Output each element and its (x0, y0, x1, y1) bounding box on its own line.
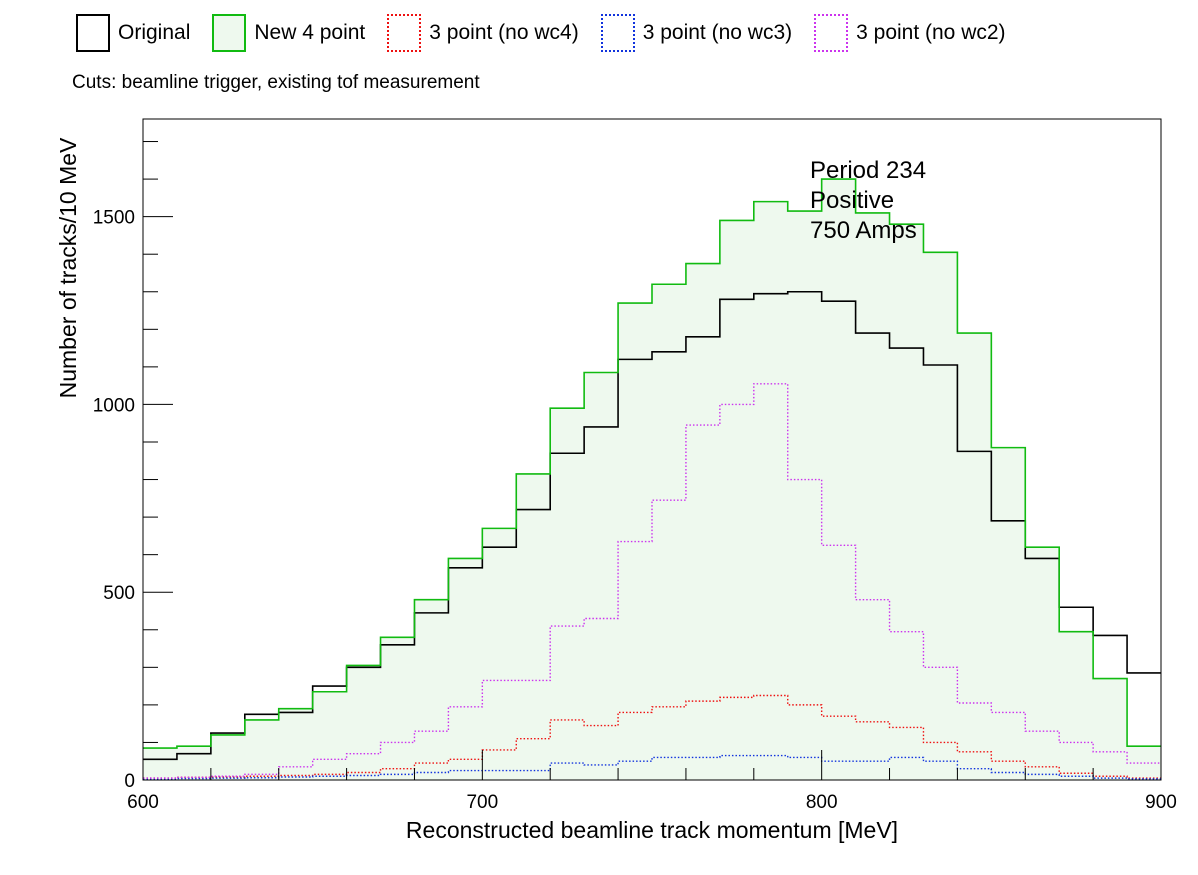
legend-swatch-no-wc3 (600, 14, 635, 52)
x-tick-label: 600 (127, 792, 159, 813)
x-tick-label: 800 (806, 792, 838, 813)
series-line-4 (143, 383, 1161, 779)
x-tick-label: 900 (1145, 792, 1177, 813)
y-tick-label: 1500 (93, 208, 135, 229)
series-fills (143, 179, 1161, 780)
annotation-line-3: 750 Amps (810, 217, 917, 244)
legend-label-no-wc3: 3 point (no wc3) (642, 21, 793, 44)
legend-swatch-no-wc4 (387, 14, 422, 52)
legend-swatch-no-wc2 (814, 14, 849, 52)
y-tick-label: 0 (124, 771, 135, 792)
annotation-line-1: Period 234 (810, 157, 926, 184)
legend-item-no-wc3: 3 point (no wc3) (600, 14, 793, 52)
x-axis-label: Reconstructed beamline track momentum [M… (406, 817, 898, 843)
legend-label-no-wc4: 3 point (no wc4) (429, 21, 579, 44)
axis-ticks: 600 700 800 900 0 500 1000 1500 (93, 141, 1177, 813)
series-fill-1 (143, 179, 1161, 780)
y-tick-label: 500 (103, 583, 135, 604)
legend-item-new-4-point: New 4 point (212, 14, 365, 52)
legend-item-original: Original (76, 14, 190, 52)
y-axis-label: Number of tracks/10 MeV (55, 137, 81, 398)
cuts-note: Cuts: beamline trigger, existing tof mea… (72, 72, 480, 93)
annotation-line-2: Positive (810, 187, 894, 214)
legend-item-no-wc4: 3 point (no wc4) (387, 14, 579, 52)
legend-label-original: Original (118, 21, 191, 44)
series-line-1 (143, 178, 1161, 749)
series-lines (143, 178, 1161, 780)
legend-label-no-wc2: 3 point (no wc2) (856, 21, 1006, 44)
legend-label-new-4-point: New 4 point (254, 21, 366, 44)
series-line-0 (143, 290, 1161, 761)
legend-swatch-original (76, 14, 110, 52)
legend: Original New 4 point 3 point (no wc4) 3 … (76, 14, 1028, 52)
legend-item-no-wc2: 3 point (no wc2) (814, 14, 1006, 52)
series-line-2 (143, 694, 1161, 779)
series-line-3 (143, 754, 1161, 780)
x-tick-label: 700 (466, 792, 498, 813)
legend-swatch-new-4-point (212, 14, 247, 52)
plot-frame (142, 118, 1162, 781)
y-tick-label: 1000 (93, 395, 135, 416)
